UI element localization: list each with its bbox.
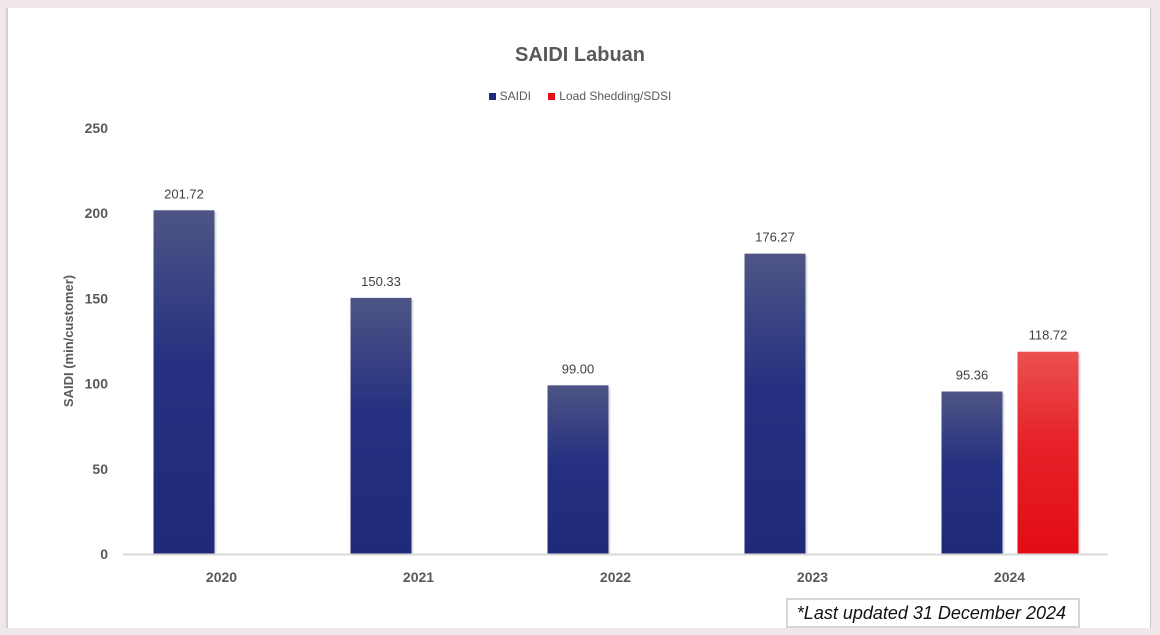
- legend-item-load-shedding: Load Shedding/SDSI: [548, 89, 671, 103]
- bar-saidi-2022: [547, 385, 609, 554]
- legend-swatch: [488, 93, 496, 100]
- chart-title: SAIDI Labuan: [514, 44, 645, 66]
- x-tick-label: 2020: [206, 569, 237, 585]
- bar-saidi-2023: [744, 253, 806, 554]
- y-tick-label: 250: [85, 120, 109, 136]
- y-tick-label: 150: [85, 290, 109, 306]
- last-updated-note: *Last updated 31 December 2024: [786, 598, 1080, 628]
- bar-saidi-2020: [153, 210, 215, 555]
- bar-saidi-2021: [350, 297, 412, 554]
- legend-label: SAIDI: [499, 89, 531, 103]
- data-label: 150.33: [361, 274, 401, 289]
- legend: SAIDI Load Shedding/SDSI: [0, 89, 1160, 103]
- data-label: 95.36: [956, 368, 989, 383]
- x-tick-label: 2024: [994, 569, 1025, 585]
- x-tick-label: 2023: [797, 569, 828, 585]
- data-label: 118.72: [1029, 328, 1068, 343]
- y-tick-label: 0: [100, 546, 108, 562]
- y-tick-label: 50: [92, 461, 108, 477]
- data-label: 176.27: [755, 230, 795, 245]
- y-axis-label: SAIDI (min/customer): [61, 275, 76, 407]
- x-tick-label: 2021: [403, 569, 434, 585]
- legend-item-saidi: SAIDI: [488, 89, 531, 103]
- y-tick-label: 100: [85, 376, 109, 392]
- data-label: 99.00: [562, 361, 595, 376]
- legend-label: Load Shedding/SDSI: [559, 89, 672, 103]
- bar-load-shedding-sdsi-2024: [1017, 351, 1079, 554]
- data-label: 201.72: [164, 186, 204, 201]
- y-tick-label: 200: [85, 205, 109, 221]
- x-tick-label: 2022: [600, 569, 631, 585]
- bar-saidi-2024: [941, 391, 1003, 554]
- legend-swatch: [548, 93, 556, 100]
